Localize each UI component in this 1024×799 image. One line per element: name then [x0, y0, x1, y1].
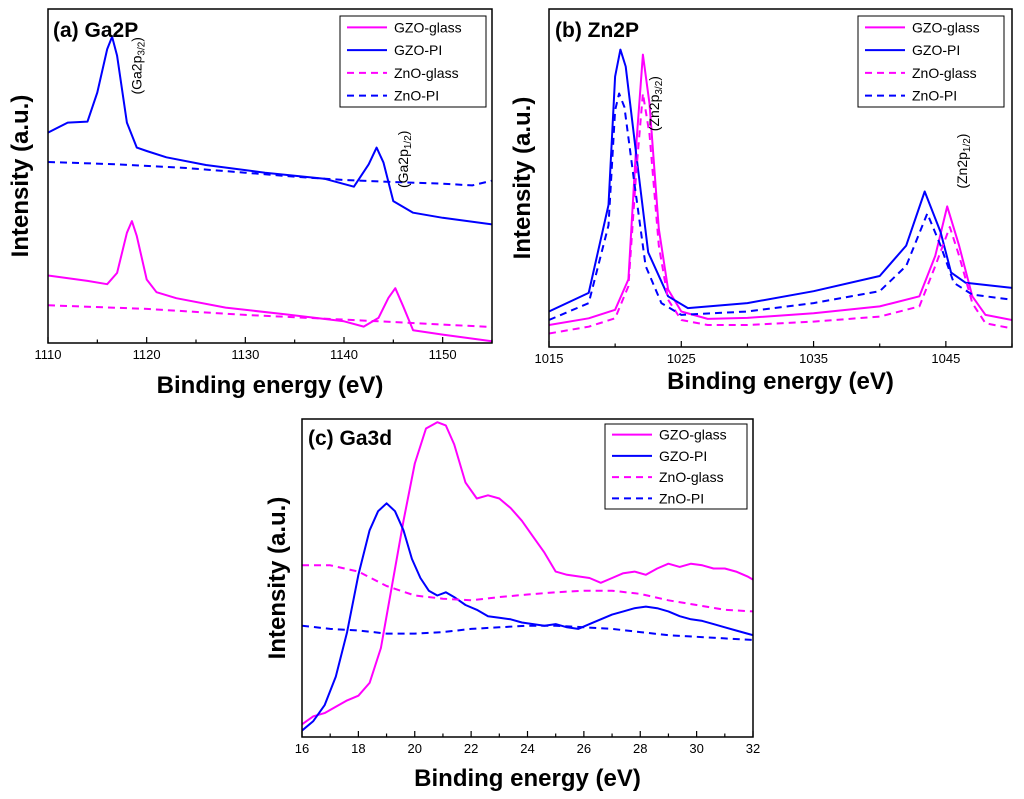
chart-panel-0: 1110 1120 1130 1140 1150 Binding energy (eV) I…	[7, 8, 493, 399]
peak-label: (Ga2p3/2)	[129, 37, 148, 95]
series-line-gzo-pi	[549, 48, 1012, 313]
series-line-gzo-pi	[302, 502, 753, 732]
legend-label: GZO-PI	[394, 42, 442, 58]
x-tick-label: 22	[464, 741, 478, 756]
panel-title: (b) Zn2P	[555, 19, 639, 42]
x-tick-label: 18	[351, 741, 365, 756]
peak-label-base: (Ga2p	[129, 55, 145, 94]
series-line-zno-pi	[549, 92, 1012, 321]
legend-label: ZnO-glass	[659, 469, 724, 485]
y-axis-title: Intensity (a.u.)	[264, 497, 291, 660]
x-axis-title: Binding energy (eV)	[157, 372, 384, 399]
chart-panel-2: 16 18 20 22 24 26 28 30 32 Binding energy (eV) Int…	[264, 418, 760, 792]
x-tick-label: 30	[689, 741, 703, 756]
legend-box	[857, 15, 1005, 108]
peak-label-close: )	[395, 131, 411, 136]
series-group	[302, 421, 753, 732]
panel-title: (c) Ga3d	[308, 427, 392, 450]
series-line-zno-glass	[48, 304, 492, 328]
x-axis-title: Binding energy (eV)	[414, 765, 641, 792]
peak-label-close: )	[646, 76, 662, 81]
x-tick-label: 1120	[133, 347, 161, 362]
legend-label: GZO-PI	[659, 448, 707, 464]
peak-label-subscript: 1/2	[962, 138, 973, 152]
series-line-gzo-glass	[48, 220, 492, 343]
x-axis-title: Binding energy (eV)	[667, 368, 894, 395]
series-line-zno-glass	[302, 564, 753, 613]
peak-label-close: )	[129, 37, 145, 42]
peak-label: (Ga2p1/2)	[395, 131, 414, 189]
legend: GZO-glass GZO-PI ZnO-glass ZnO-PI	[857, 15, 1005, 108]
legend-label: ZnO-PI	[659, 490, 704, 506]
legend-label: GZO-glass	[659, 427, 727, 443]
legend-label: ZnO-PI	[394, 88, 439, 104]
peak-label-close: )	[954, 134, 970, 139]
x-tick-label: 1110	[35, 347, 62, 362]
x-tick-label: 20	[408, 741, 422, 756]
legend-label: ZnO-PI	[912, 88, 957, 104]
x-tick-label: 1015	[535, 351, 564, 366]
series-group	[549, 48, 1012, 335]
peak-label-base: (Zn2p	[646, 94, 662, 131]
peak-label-subscript: 3/2	[137, 41, 148, 55]
peak-label-subscript: 3/2	[654, 80, 665, 94]
panel-title: (a) Ga2P	[53, 19, 138, 42]
x-tick-label: 32	[746, 741, 760, 756]
legend-label: GZO-glass	[394, 19, 462, 35]
series-line-zno-glass	[549, 92, 1012, 335]
peak-label: (Zn2p3/2)	[646, 76, 665, 131]
peak-label-base: (Ga2p	[395, 149, 411, 188]
x-tick-label: 1130	[231, 347, 259, 362]
legend-label: GZO-glass	[912, 19, 980, 35]
x-tick-label: 1035	[799, 351, 828, 366]
x-tick-label: 28	[633, 741, 647, 756]
x-tick-label: 1025	[667, 351, 696, 366]
legend-label: ZnO-glass	[394, 65, 459, 81]
peak-label: (Zn2p1/2)	[954, 134, 973, 189]
series-line-gzo-glass	[302, 421, 753, 726]
y-axis-title: Intensity (a.u.)	[509, 97, 536, 260]
peak-label-subscript: 1/2	[403, 135, 414, 149]
x-tick-label: 1140	[330, 347, 358, 362]
series-line-gzo-glass	[549, 53, 1012, 326]
legend: GZO-glass GZO-PI ZnO-glass ZnO-PI	[604, 423, 748, 510]
x-tick-label: 26	[577, 741, 591, 756]
x-tick-label: 1045	[931, 351, 960, 366]
series-group	[48, 35, 492, 343]
legend-label: GZO-PI	[912, 42, 960, 58]
legend: GZO-glass GZO-PI ZnO-glass ZnO-PI	[339, 15, 487, 108]
series-line-zno-pi	[48, 161, 492, 187]
legend-label: ZnO-glass	[912, 65, 977, 81]
legend-box	[339, 15, 487, 108]
legend-box	[604, 423, 748, 510]
peak-label-base: (Zn2p	[954, 152, 970, 189]
plot-frame	[47, 8, 493, 344]
series-line-zno-pi	[302, 624, 753, 641]
plot-frame	[548, 8, 1013, 348]
x-tick-label: 16	[295, 741, 309, 756]
x-tick-label: 1150	[429, 347, 457, 362]
y-axis-title: Intensity (a.u.)	[7, 95, 34, 258]
chart-panel-1: 1015 1025 1035 1045 Binding energy (eV) Inten…	[509, 8, 1013, 395]
x-tick-label: 24	[520, 741, 534, 756]
